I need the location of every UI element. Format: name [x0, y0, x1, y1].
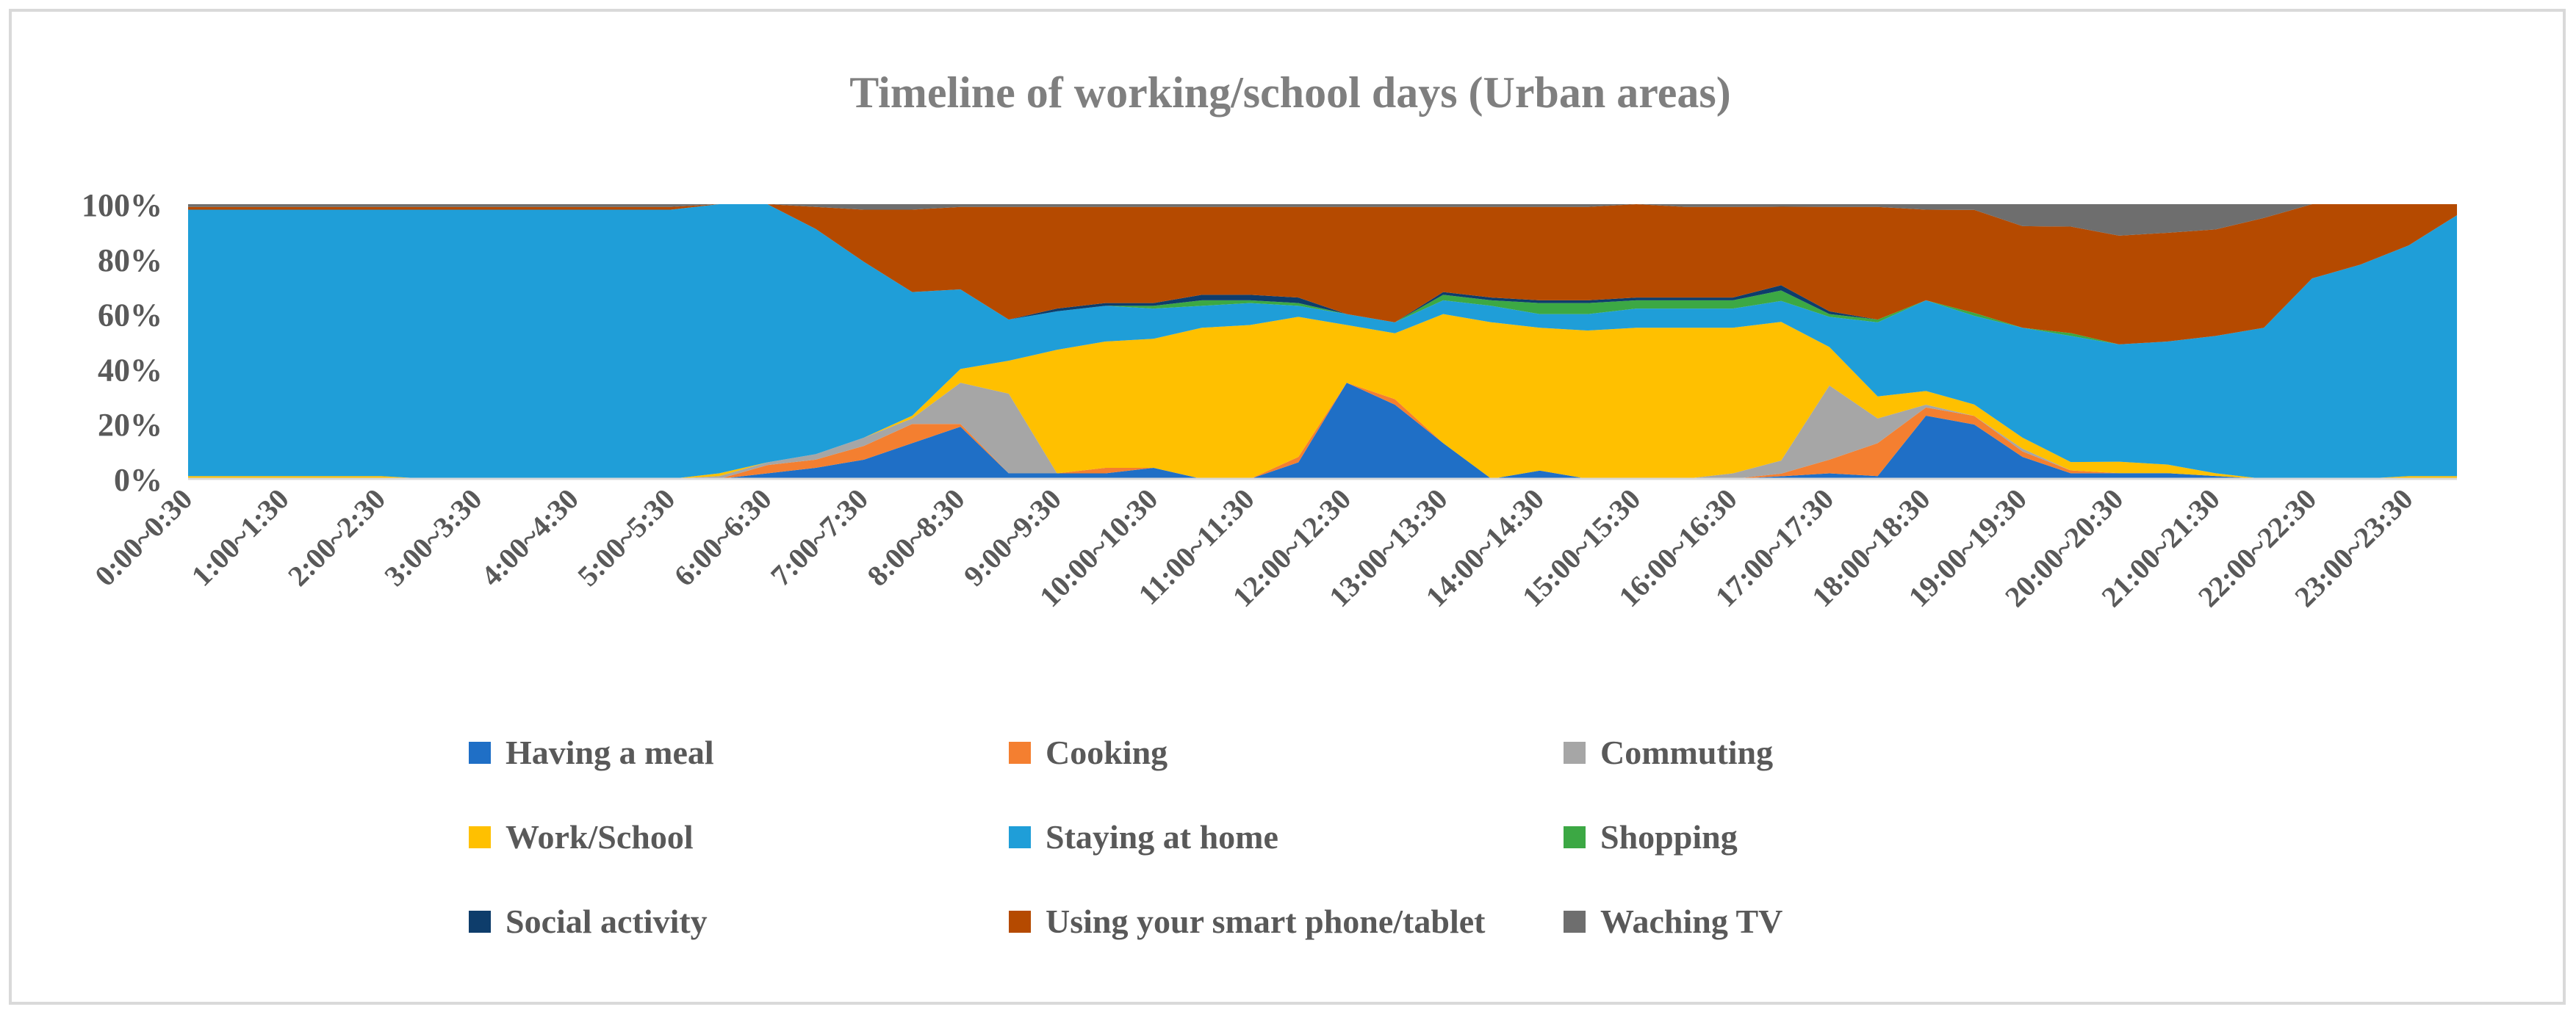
- legend-swatch: [469, 911, 491, 933]
- legend-label: Cooking: [1046, 734, 1168, 771]
- area-work-school: [188, 314, 2457, 479]
- area-using-your-smart-phone-tablet: [188, 204, 2457, 344]
- x-axis: 0:00~0:301:00~1:302:00~2:303:00~3:304:00…: [88, 477, 2457, 613]
- area-staying-at-home: [188, 204, 2457, 479]
- legend-label: Work/School: [506, 818, 694, 856]
- legend: Having a meal Cooking Commuting Work/School…: [469, 734, 1782, 940]
- y-tick-label: 0%: [114, 462, 162, 498]
- legend-label: Waching TV: [1600, 903, 1782, 940]
- x-tick-label: 7:00~7:30: [764, 483, 874, 593]
- timeline-area-chart: Timeline of working/school days (Urban a…: [82, 68, 2457, 940]
- stacked-areas: [188, 204, 2457, 479]
- y-tick-label: 80%: [98, 242, 162, 278]
- x-tick-label: 5:00~5:30: [571, 483, 681, 593]
- legend-label: Shopping: [1600, 818, 1738, 856]
- area-having-a-meal: [188, 383, 2457, 479]
- legend-swatch: [1009, 742, 1031, 764]
- x-tick-label: 6:00~6:30: [668, 483, 778, 593]
- x-tick-label: 2:00~2:30: [281, 483, 392, 593]
- area-waching-tv: [188, 204, 2457, 236]
- area-cooking: [188, 383, 2457, 479]
- y-tick-label: 60%: [98, 297, 162, 333]
- legend-swatch: [1564, 911, 1586, 933]
- legend-swatch: [1009, 826, 1031, 848]
- legend-label: Staying at home: [1046, 818, 1278, 856]
- legend-swatch: [469, 826, 491, 848]
- y-tick-label: 40%: [98, 352, 162, 388]
- legend-swatch: [1564, 826, 1586, 848]
- y-axis: 0% 20% 40% 60% 80% 100%: [82, 187, 162, 498]
- chart-title: Timeline of working/school days (Urban a…: [849, 68, 1731, 117]
- legend-swatch: [469, 742, 491, 764]
- y-tick-label: 100%: [82, 187, 162, 223]
- y-tick-label: 20%: [98, 407, 162, 443]
- x-tick-label: 0:00~0:30: [88, 483, 198, 593]
- x-tick-label: 1:00~1:30: [185, 483, 295, 593]
- legend-swatch: [1564, 742, 1586, 764]
- x-tick-label: 4:00~4:30: [475, 483, 585, 593]
- legend-label: Commuting: [1600, 734, 1773, 771]
- x-tick-label: 3:00~3:30: [378, 483, 488, 593]
- legend-label: Using your smart phone/tablet: [1046, 903, 1486, 940]
- legend-swatch: [1009, 911, 1031, 933]
- legend-label: Social activity: [506, 903, 708, 940]
- x-tick-label: 8:00~8:30: [860, 483, 971, 593]
- chart-frame: Timeline of working/school days (Urban a…: [9, 9, 2566, 1005]
- legend-label: Having a meal: [506, 734, 714, 771]
